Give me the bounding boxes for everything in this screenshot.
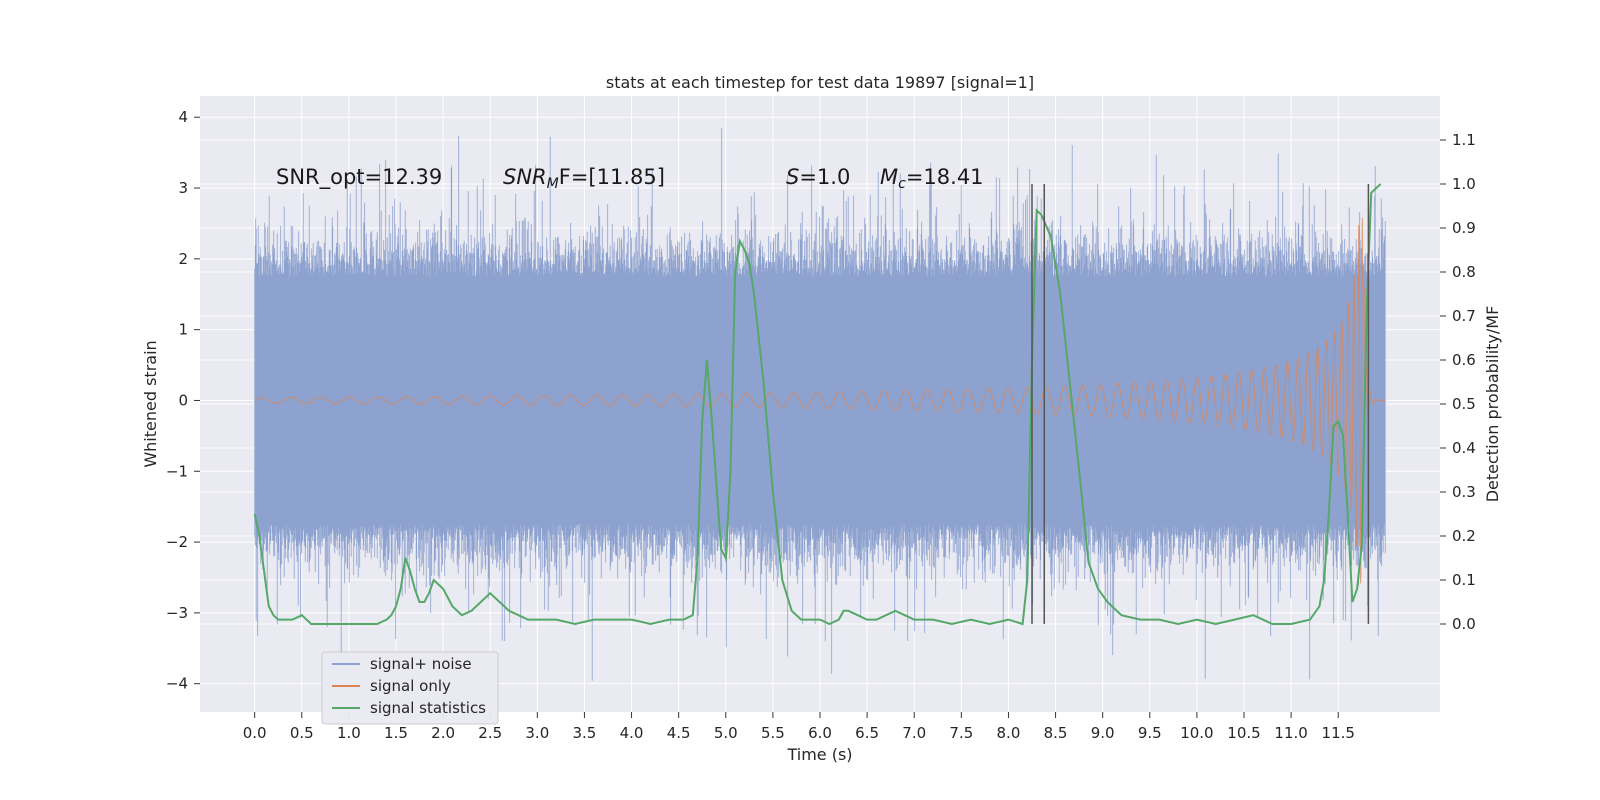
y-tick-label: 4 <box>178 108 188 126</box>
annotation-s: S=1.0 <box>786 165 850 189</box>
series-signal-only <box>254 217 1386 584</box>
x-tick-labels: 0.0 0.5 1.0 1.5 2.0 2.5 3.0 3.5 4.0 4.5 5.0 5.5 6.0 6… <box>243 712 1355 742</box>
x-tick-label: 9.0 <box>1091 724 1115 742</box>
x-tick-label: 3.0 <box>525 724 549 742</box>
y-right-tick-label: 0.2 <box>1452 527 1476 545</box>
x-tick-label: 7.0 <box>902 724 926 742</box>
signal-only-line <box>254 217 1386 584</box>
y-right-tick-label: 0.1 <box>1452 571 1476 589</box>
x-tick-label: 7.5 <box>949 724 973 742</box>
y-tick-label: −1 <box>166 462 188 480</box>
vertical-markers <box>1031 184 1370 624</box>
x-tick-label: 2.5 <box>478 724 502 742</box>
y-tick-label: 1 <box>178 321 188 339</box>
x-tick-label: 0.5 <box>290 724 314 742</box>
y-right-tick-labels: 1.1 1.0 0.9 0.8 0.7 0.6 0.5 0.4 0.3 0.2 0.1 0.0 <box>1440 131 1476 633</box>
legend-label-signal-noise: signal+ noise <box>370 655 472 673</box>
y-right-tick-label: 0.4 <box>1452 439 1476 457</box>
y-right-tick-label: 1.0 <box>1452 175 1476 193</box>
y-tick-label: 2 <box>178 250 188 268</box>
x-tick-label: 5.0 <box>714 724 738 742</box>
x-tick-label: 6.5 <box>855 724 879 742</box>
signal-noise-trace <box>254 127 1386 684</box>
y-tick-label: 3 <box>178 179 188 197</box>
y-tick-label: −3 <box>166 604 188 622</box>
y-right-tick-label: 0.6 <box>1452 351 1476 369</box>
y-right-tick-label: 0.3 <box>1452 483 1476 501</box>
y-axis-label: Whitened strain <box>141 340 160 467</box>
legend-label-signal-only: signal only <box>370 677 451 695</box>
x-tick-label: 10.5 <box>1227 724 1260 742</box>
x-tick-label: 4.0 <box>620 724 644 742</box>
y-right-tick-label: 0.5 <box>1452 395 1476 413</box>
x-tick-label: 1.5 <box>384 724 408 742</box>
signal-statistics-line <box>253 183 1382 626</box>
x-tick-label: 4.5 <box>667 724 691 742</box>
x-tick-label: 2.0 <box>431 724 455 742</box>
legend-label-signal-statistics: signal statistics <box>370 699 486 717</box>
x-tick-label: 8.5 <box>1044 724 1068 742</box>
legend: signal+ noise signal only signal statist… <box>321 651 499 725</box>
annotation-mc: Mc=18.41 <box>880 165 984 192</box>
x-tick-label: 11.0 <box>1274 724 1307 742</box>
annotation-snr-opt: SNR_opt=12.39 <box>276 165 442 190</box>
y-tick-label: −2 <box>166 533 188 551</box>
x-tick-label: 10.0 <box>1180 724 1213 742</box>
series-signal-statistics <box>253 183 1382 626</box>
x-tick-label: 11.5 <box>1322 724 1355 742</box>
x-tick-label: 8.0 <box>997 724 1021 742</box>
chart-title: stats at each timestep for test data 198… <box>606 73 1034 92</box>
y-right-tick-label: 0.7 <box>1452 307 1476 325</box>
x-tick-label: 3.5 <box>573 724 597 742</box>
y-right-axis-label: Detection probability/MF <box>1483 306 1502 503</box>
series-signal-noise <box>254 127 1386 684</box>
x-tick-label: 9.5 <box>1138 724 1162 742</box>
x-tick-label: 0.0 <box>243 724 267 742</box>
y-right-tick-label: 0.9 <box>1452 219 1476 237</box>
y-tick-labels: 4 3 2 1 0 −1 −2 −3 −4 <box>166 108 200 693</box>
y-tick-label: −4 <box>166 675 188 693</box>
x-tick-label: 1.0 <box>337 724 361 742</box>
annotation-snr-mf: SNRMF=[11.85] <box>503 165 665 192</box>
legend-box <box>321 651 499 725</box>
y-right-tick-label: 1.1 <box>1452 131 1476 149</box>
x-axis-label: Time (s) <box>786 745 852 764</box>
y-right-tick-label: 0.8 <box>1452 263 1476 281</box>
y-tick-label: 0 <box>178 391 188 409</box>
y-right-tick-label: 0.0 <box>1452 615 1476 633</box>
x-tick-label: 6.0 <box>808 724 832 742</box>
x-tick-label: 5.5 <box>761 724 785 742</box>
